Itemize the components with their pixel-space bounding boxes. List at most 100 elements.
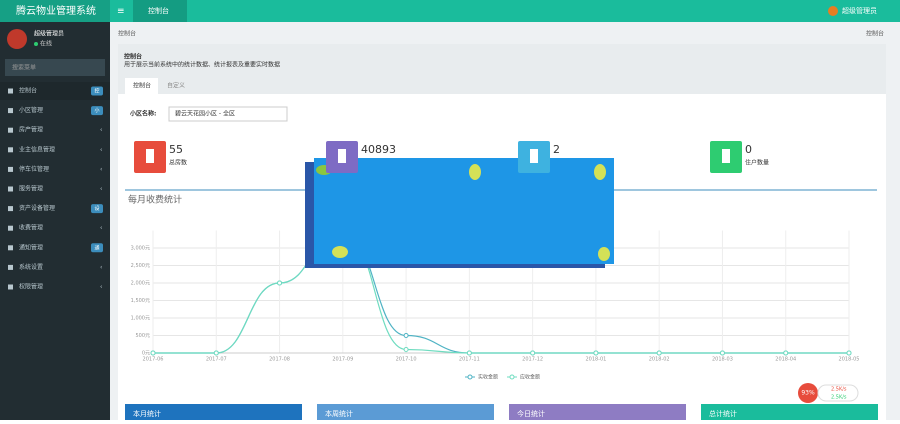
menu-badge-text: 设	[94, 205, 99, 212]
brand: 腾云物业管理系统	[16, 4, 96, 17]
x-tick-label: 2017-08	[269, 357, 290, 363]
x-tick-label: 2018-04	[775, 357, 796, 363]
legend-label[interactable]: 实收金额	[478, 374, 498, 381]
data-point	[466, 350, 472, 356]
bottom-label: 总计统计	[709, 409, 737, 418]
top-bar	[0, 0, 900, 22]
menu-icon	[8, 186, 13, 192]
menu-icon	[8, 147, 13, 153]
popup-ad[interactable]	[305, 158, 614, 268]
menu-icon	[8, 245, 13, 251]
menu-arrow: ‹	[100, 264, 102, 271]
data-point	[403, 333, 409, 338]
menu-label[interactable]: 服务管理	[19, 185, 43, 193]
bottom-label: 今日统计	[517, 409, 545, 418]
menu-badge-text: 小	[94, 107, 99, 114]
x-tick-label: 2017-10	[396, 357, 417, 363]
menu-icon	[8, 127, 13, 133]
menu-label[interactable]: 收费管理	[19, 224, 43, 232]
legend-dot[interactable]	[509, 374, 515, 380]
y-tick-label: 2,000元	[131, 281, 150, 287]
menu-arrow: ‹	[100, 166, 102, 173]
menu-badge	[91, 204, 103, 214]
stat-glyph	[530, 149, 538, 163]
filter-label: 小区名称:	[129, 110, 156, 118]
panel-title: 控制台	[124, 53, 142, 61]
stat-value: 40893	[361, 143, 396, 156]
net-gauge[interactable]	[798, 383, 818, 403]
tab-active[interactable]	[125, 78, 158, 94]
data-point	[783, 350, 789, 356]
sidebar-user: 超级管理员	[34, 30, 64, 38]
panel-heading	[118, 44, 886, 94]
status-dot	[34, 42, 38, 46]
y-tick-label: 1,000元	[131, 316, 150, 322]
x-tick-label: 2017-06	[143, 357, 164, 363]
avatar	[828, 6, 838, 16]
menu-label[interactable]: 房产管理	[19, 126, 43, 134]
menu-label[interactable]: 小区管理	[19, 106, 43, 114]
y-tick-label: 2,500元	[131, 263, 150, 269]
x-tick-label: 2017-12	[522, 357, 543, 363]
chart: 0元 500元 1,000元 1,500元 2,000元 2,500元 3,000元 2017…	[131, 228, 860, 381]
menu-label[interactable]: 资产设备管理	[19, 204, 55, 212]
search-box[interactable]	[5, 59, 105, 76]
y-tick-label: 0元	[142, 351, 150, 357]
net-up: 2.5K/s	[831, 387, 847, 393]
stat-label: 住户数量	[745, 159, 769, 167]
x-tick-label: 2018-03	[712, 357, 733, 363]
user-avatar	[7, 29, 27, 49]
menu-icon	[8, 225, 13, 231]
menu-arrow: ‹	[100, 127, 102, 134]
leaf	[594, 164, 606, 180]
menu-icon	[8, 264, 13, 270]
stat-glyph	[722, 149, 730, 163]
stat-label: 总房数	[169, 159, 187, 167]
x-tick-label: 2018-01	[585, 357, 606, 363]
bottom-panel	[125, 404, 302, 420]
chart-title: 每月收费统计	[128, 194, 182, 206]
tab-2[interactable]: 自定义	[167, 82, 185, 90]
menu-label[interactable]: 权限管理	[19, 283, 43, 291]
filter-select[interactable]	[168, 106, 288, 122]
bottom-panel	[317, 404, 494, 420]
breadcrumb-right[interactable]: 控制台	[866, 30, 884, 38]
tab-label[interactable]: 控制台	[148, 6, 169, 15]
legend-label[interactable]: 应收金额	[520, 374, 540, 381]
menu-arrow: ‹	[100, 284, 102, 291]
stat-value: 55	[169, 143, 183, 156]
bottom-label: 本周统计	[325, 409, 353, 418]
menu-arrow: ‹	[100, 146, 102, 153]
menu-label[interactable]: 业主信息管理	[19, 145, 55, 153]
menu-toggle[interactable]: ≡	[117, 7, 125, 17]
menu-badge-text: 通	[94, 244, 99, 251]
menu-badge-text: 控	[94, 88, 99, 95]
y-tick-label: 500元	[135, 333, 150, 339]
x-tick-label: 2017-07	[206, 357, 227, 363]
x-tick-label: 2018-05	[839, 357, 860, 363]
search-placeholder[interactable]: 搜索菜单	[12, 64, 36, 72]
popup-image[interactable]	[314, 158, 614, 264]
net-box	[817, 384, 859, 402]
tab[interactable]	[133, 0, 187, 22]
breadcrumb[interactable]: 控制台	[118, 30, 136, 38]
menu-label[interactable]: 通知管理	[19, 243, 43, 251]
header-user[interactable]: 超级管理员	[842, 6, 877, 15]
menu-label[interactable]: 系统设置	[19, 263, 43, 271]
leaf	[332, 246, 348, 258]
menu-arrow: ‹	[100, 186, 102, 193]
data-point	[656, 350, 662, 356]
tab-1[interactable]: 控制台	[133, 82, 151, 90]
stat-value: 2	[553, 143, 560, 156]
menu-badge	[91, 86, 103, 96]
filter-value[interactable]: 碧云天花园小区 - 全区	[175, 110, 235, 118]
menu-label[interactable]: 停车位管理	[19, 165, 49, 173]
data-point	[150, 350, 156, 356]
legend-dot[interactable]	[467, 374, 473, 380]
data-point	[846, 350, 852, 356]
menu-label[interactable]: 控制台	[19, 87, 37, 95]
menu-icon	[8, 284, 13, 290]
menu-badge	[91, 243, 103, 253]
stat-glyph	[146, 149, 154, 163]
data-point	[719, 350, 725, 356]
